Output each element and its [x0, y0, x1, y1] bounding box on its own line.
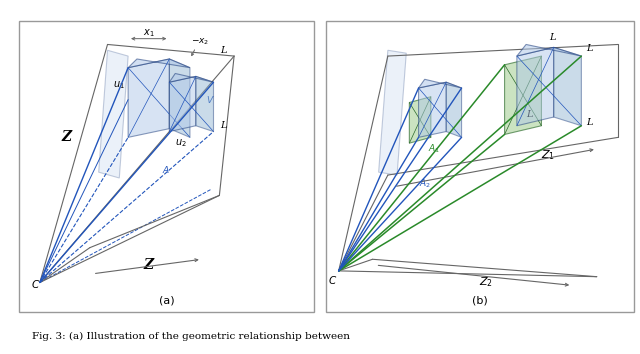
Text: (a): (a) — [159, 296, 174, 306]
Text: L: L — [549, 33, 556, 42]
Text: (b): (b) — [472, 296, 488, 306]
Text: Fig. 3: (a) Illustration of the geometric relationship between: Fig. 3: (a) Illustration of the geometri… — [32, 332, 350, 341]
Polygon shape — [128, 59, 190, 68]
Text: $C$: $C$ — [328, 274, 337, 286]
Text: $C$: $C$ — [31, 278, 40, 290]
Polygon shape — [410, 97, 431, 143]
Polygon shape — [554, 47, 581, 126]
Polygon shape — [379, 50, 406, 175]
Polygon shape — [196, 76, 214, 132]
Text: L: L — [221, 46, 227, 55]
Polygon shape — [517, 45, 581, 56]
Text: $A_1$: $A_1$ — [428, 143, 440, 155]
Polygon shape — [170, 59, 190, 137]
Polygon shape — [99, 50, 128, 178]
Text: L: L — [526, 110, 532, 119]
Text: $u_2$: $u_2$ — [175, 137, 187, 149]
Text: $A_2$: $A_2$ — [419, 178, 431, 190]
Polygon shape — [170, 74, 214, 82]
Text: Z: Z — [61, 130, 72, 144]
Text: $-x_2$: $-x_2$ — [191, 36, 209, 47]
Text: $V$: $V$ — [206, 94, 215, 105]
Text: $x_1$: $x_1$ — [143, 27, 154, 39]
Polygon shape — [419, 79, 461, 88]
Text: L: L — [586, 118, 592, 127]
Polygon shape — [419, 82, 446, 137]
Text: $Z_1$: $Z_1$ — [541, 148, 555, 162]
Text: L: L — [586, 44, 592, 53]
Text: L: L — [221, 121, 227, 130]
Text: $u_1$: $u_1$ — [113, 79, 125, 91]
Polygon shape — [446, 82, 461, 137]
Text: $A$: $A$ — [163, 164, 170, 175]
Text: $Z_2$: $Z_2$ — [479, 276, 493, 289]
Polygon shape — [517, 47, 554, 126]
Polygon shape — [170, 76, 196, 132]
Text: Z: Z — [143, 258, 154, 272]
Polygon shape — [128, 59, 170, 137]
Polygon shape — [504, 56, 541, 135]
